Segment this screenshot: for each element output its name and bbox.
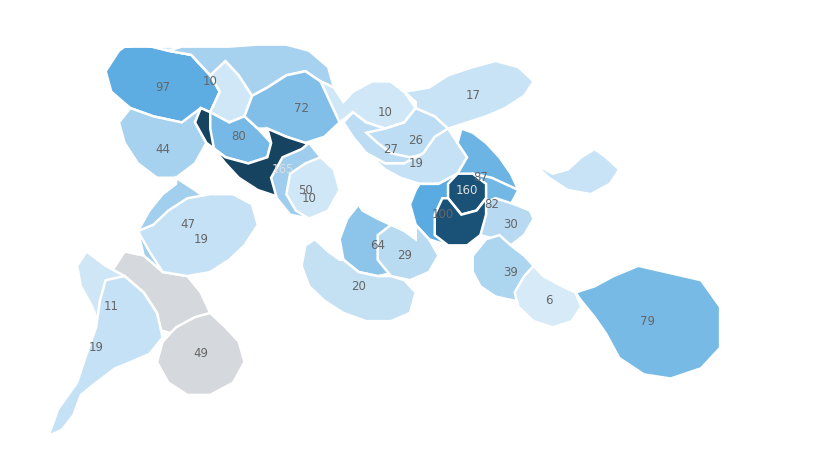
Text: 82: 82 [484,198,499,211]
Polygon shape [320,82,415,129]
Polygon shape [434,198,486,245]
Polygon shape [467,198,533,245]
Polygon shape [124,45,251,123]
Polygon shape [339,204,415,276]
Polygon shape [575,266,719,378]
Text: 10: 10 [301,192,316,205]
Text: 10: 10 [202,75,217,88]
Polygon shape [533,149,618,194]
Polygon shape [156,313,244,395]
Text: 80: 80 [231,130,246,143]
Text: 26: 26 [408,134,423,148]
Text: 17: 17 [464,89,480,102]
Text: 72: 72 [294,101,309,115]
Text: 165: 165 [271,163,293,176]
Polygon shape [447,174,486,215]
Polygon shape [391,61,533,129]
Polygon shape [343,108,434,163]
Polygon shape [438,129,518,219]
Text: 100: 100 [431,208,453,221]
Polygon shape [286,157,339,219]
Text: 19: 19 [193,233,208,246]
Polygon shape [77,252,162,358]
Polygon shape [301,239,415,321]
Text: 19: 19 [88,341,103,355]
Polygon shape [514,266,581,327]
Text: 87: 87 [473,171,487,184]
Polygon shape [378,225,438,280]
Text: 79: 79 [640,315,654,328]
Polygon shape [366,129,467,184]
Text: 10: 10 [378,106,392,118]
Polygon shape [106,45,219,123]
Text: 160: 160 [455,183,477,196]
Polygon shape [271,143,339,219]
Polygon shape [168,45,333,96]
Polygon shape [457,174,518,225]
Text: 6: 6 [545,294,552,307]
Polygon shape [138,178,238,276]
Polygon shape [366,108,447,157]
Polygon shape [410,174,480,245]
Text: 29: 29 [396,249,411,262]
Text: 47: 47 [179,219,195,231]
Text: 11: 11 [104,300,119,313]
Text: 97: 97 [155,81,170,94]
Text: 49: 49 [193,348,208,361]
Text: 20: 20 [351,280,365,293]
Polygon shape [111,252,210,333]
Text: 64: 64 [369,239,385,252]
Text: 30: 30 [503,219,518,231]
Polygon shape [138,194,257,276]
Text: 50: 50 [297,183,312,196]
Polygon shape [48,276,162,436]
Text: 19: 19 [408,157,423,170]
Polygon shape [119,108,206,178]
Polygon shape [473,235,542,301]
Polygon shape [195,108,333,198]
Polygon shape [195,108,271,163]
Text: 27: 27 [383,142,398,155]
Text: 39: 39 [503,266,518,278]
Text: 44: 44 [155,142,170,155]
Polygon shape [244,71,343,143]
